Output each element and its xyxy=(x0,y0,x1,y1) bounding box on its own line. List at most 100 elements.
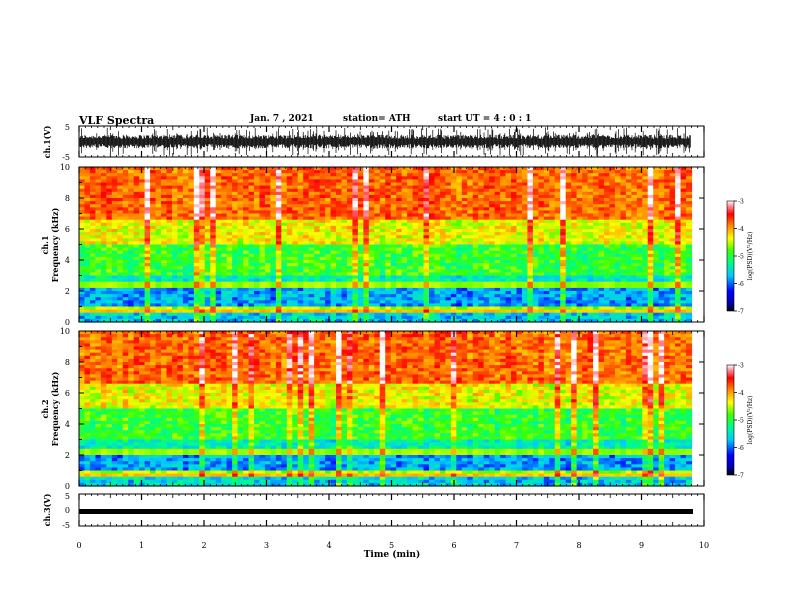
spectrogram-cell xyxy=(489,263,496,267)
spectrogram-cell xyxy=(330,269,337,273)
spectrogram-cell xyxy=(182,167,189,171)
spectrogram-cell xyxy=(478,250,485,255)
spectrogram-cell xyxy=(264,269,272,273)
spectrogram-cell xyxy=(429,247,436,252)
spectrogram-cell xyxy=(352,182,359,187)
spectrogram-cell xyxy=(237,269,244,273)
spectrogram-cell xyxy=(412,198,419,202)
spectrogram-cell xyxy=(100,244,107,249)
spectrogram-cell xyxy=(587,222,594,227)
spectrogram-cell xyxy=(84,232,91,236)
spectrogram-cell xyxy=(182,315,189,320)
spectrogram-cell xyxy=(390,194,397,199)
spectrogram-cell xyxy=(543,219,550,224)
spectrogram-cell xyxy=(472,204,479,208)
spectrogram-cell xyxy=(275,297,282,301)
spectrogram-cell xyxy=(614,191,622,196)
spectrogram-cell xyxy=(254,225,261,230)
spectrogram-cell xyxy=(363,309,370,314)
spectrogram-cell xyxy=(336,167,343,171)
spectrogram-cell xyxy=(543,167,550,171)
spectrogram-cell xyxy=(100,229,107,233)
spectrogram-cell xyxy=(434,303,441,308)
spectrogram-cell xyxy=(226,303,233,308)
spectrogram-cell xyxy=(390,247,397,252)
spectrogram-cell xyxy=(434,250,441,255)
spectrogram-cell xyxy=(89,284,97,289)
spectrogram-cell xyxy=(193,182,200,187)
spectrogram-cell xyxy=(412,263,419,267)
spectrogram-cell xyxy=(221,294,228,298)
spectrogram-cell xyxy=(199,216,206,221)
spectrogram-cell xyxy=(352,210,359,215)
spectrogram-cell xyxy=(237,235,244,239)
spectrogram-cell xyxy=(363,182,370,187)
spectrogram-cell xyxy=(582,207,589,211)
spectrogram-cell xyxy=(538,241,545,246)
spectrogram-cell xyxy=(593,167,600,171)
spectrogram-cell xyxy=(385,272,392,277)
spectrogram-cell xyxy=(352,213,359,218)
spectrogram-cell xyxy=(166,250,173,255)
spectrogram-cell xyxy=(418,207,425,211)
spectrogram-cell xyxy=(450,232,457,236)
spectrogram-cell xyxy=(401,213,408,218)
spectrogram-cell xyxy=(193,225,200,230)
spectrogram-cell xyxy=(237,250,244,255)
spectrogram-cell xyxy=(560,247,567,252)
spectrogram-cell xyxy=(456,284,463,289)
spectrogram-cell xyxy=(614,213,622,218)
spectrogram-cell xyxy=(363,272,370,277)
spectrogram-cell xyxy=(352,256,359,261)
spectrogram-cell xyxy=(516,266,523,270)
spectrogram-cell xyxy=(401,309,408,314)
spectrogram-cell xyxy=(500,182,507,187)
spectrogram-cell xyxy=(582,232,589,236)
spectrogram-cell xyxy=(341,191,348,196)
spectrogram-cell xyxy=(139,191,146,196)
spectrogram-cell xyxy=(237,229,244,233)
spectrogram-cell xyxy=(587,170,594,174)
spectrogram-cell xyxy=(188,182,195,187)
spectrogram-cell xyxy=(423,318,430,323)
spectrogram-cell xyxy=(478,315,485,320)
spectrogram-cell xyxy=(259,253,266,258)
spectrogram-cell xyxy=(297,216,304,221)
spectrogram-cell xyxy=(330,176,337,180)
spectrogram-cell xyxy=(439,275,447,280)
spectrogram-cell xyxy=(177,309,184,314)
spectrogram-cell xyxy=(177,260,184,264)
spectrogram-cell xyxy=(549,188,556,193)
spectrogram-cell xyxy=(401,207,408,211)
spectrogram-cell xyxy=(303,232,310,236)
spectrogram-cell xyxy=(177,281,184,286)
spectrogram-cell xyxy=(336,260,343,264)
spectrogram-cell xyxy=(483,229,490,233)
spectrogram-cell xyxy=(193,253,200,258)
spectrogram-cell xyxy=(150,294,157,298)
spectrogram-cell xyxy=(303,275,310,280)
spectrogram-cell xyxy=(516,213,523,218)
spectrogram-cell xyxy=(248,238,255,242)
spectrogram-cell xyxy=(210,309,217,314)
spectrogram-cell xyxy=(390,312,397,317)
spectrogram-cell xyxy=(379,300,386,304)
spectrogram-cell xyxy=(254,213,261,218)
spectrogram-cell xyxy=(199,222,206,227)
spectrogram-cell xyxy=(554,225,561,230)
spectrogram-cell xyxy=(511,275,518,280)
spectrogram-cell xyxy=(352,244,359,249)
spectrogram-cell xyxy=(226,185,233,190)
spectrogram-cell xyxy=(303,294,310,298)
spectrogram-cell xyxy=(243,201,250,205)
spectrogram-cell xyxy=(308,207,315,211)
spectrogram-cell xyxy=(527,284,534,289)
spectrogram-cell xyxy=(385,306,392,311)
spectrogram-cell xyxy=(237,210,244,215)
spectrogram-cell xyxy=(264,250,272,255)
spectrogram-cell xyxy=(500,170,507,174)
spectrogram-cell xyxy=(89,191,97,196)
spectrogram-cell xyxy=(450,219,457,224)
spectrogram-cell xyxy=(248,297,255,301)
spectrogram-cell xyxy=(336,281,343,286)
